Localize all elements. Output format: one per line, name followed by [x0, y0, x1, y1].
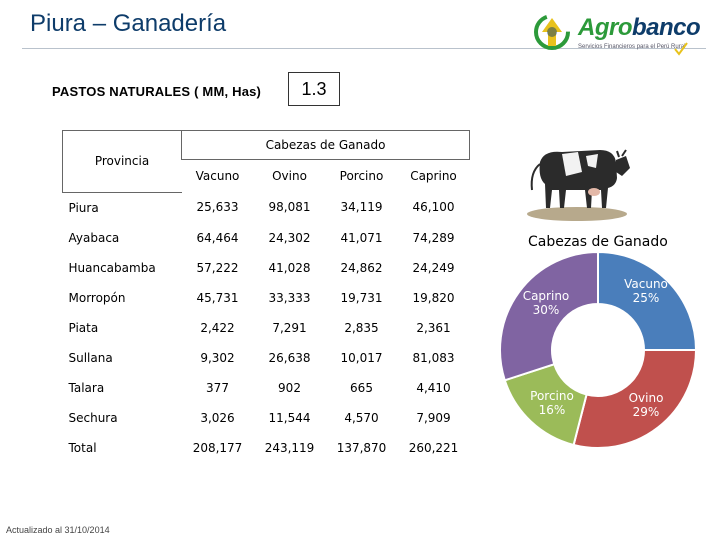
logo-text: Agrobanco — [578, 14, 701, 42]
slice-label: Porcino — [530, 389, 574, 403]
value-cell: 11,544 — [268, 410, 311, 425]
donut-slice-ovino — [572, 349, 698, 449]
slice-label: Ovino — [629, 391, 664, 405]
value-cell: 24,249 — [412, 260, 455, 275]
slice-label: Caprino — [523, 289, 570, 303]
value-cell: 7,909 — [416, 410, 451, 425]
value-cell: 4,570 — [344, 410, 379, 425]
province-cell: Morropón — [68, 290, 126, 305]
value-cell: 4,410 — [416, 380, 451, 395]
page-title: Piura – Ganadería — [30, 10, 227, 37]
value-cell: 2,361 — [416, 320, 451, 335]
table-row: Huancabamba 57,222 41,028 24,862 24,249 — [63, 253, 470, 283]
value-cell: 57,222 — [196, 260, 239, 275]
donut-slice-vacuno — [597, 250, 698, 351]
province-cell: Piata — [68, 320, 99, 335]
column-header: Porcino — [339, 169, 384, 183]
value-cell: 64,464 — [196, 230, 239, 245]
value-cell: 26,638 — [268, 350, 311, 365]
value-cell: 377 — [206, 380, 229, 395]
value-cell: 3,026 — [200, 410, 235, 425]
value-cell: 208,177 — [192, 440, 243, 455]
table-row: Talara 377 902 665 4,410 — [63, 373, 470, 403]
logo-emblem-icon — [534, 14, 570, 50]
province-cell: Ayabaca — [68, 230, 120, 245]
province-cell: Sechura — [68, 410, 118, 425]
table-row: Sechura 3,026 11,544 4,570 7,909 — [63, 403, 470, 433]
value-cell: 7,291 — [272, 320, 307, 335]
slice-percent-label: 30% — [533, 303, 560, 317]
group-header: Cabezas de Ganado — [181, 130, 470, 160]
value-cell: 41,071 — [340, 230, 383, 245]
table-row: Ayabaca 64,464 24,302 41,071 74,289 — [63, 223, 470, 253]
table-row: Piura 25,633 98,081 34,119 46,100 — [63, 192, 470, 223]
column-header: Vacuno — [195, 169, 240, 183]
value-cell: 41,028 — [268, 260, 311, 275]
agrobanco-logo: Agrobanco Servicios Financieros para el … — [532, 8, 701, 60]
province-cell: Total — [68, 440, 97, 455]
slice-percent-label: 25% — [633, 291, 660, 305]
province-cell: Huancabamba — [68, 260, 156, 275]
value-cell: 9,302 — [200, 350, 235, 365]
slice-percent-label: 16% — [539, 403, 566, 417]
value-cell: 2,422 — [200, 320, 235, 335]
footnote: Actualizado al 31/10/2014 — [6, 525, 110, 535]
column-header: Ovino — [272, 169, 307, 183]
donut-slice-caprino — [499, 250, 599, 382]
value-cell: 243,119 — [264, 440, 315, 455]
value-cell: 19,820 — [412, 290, 455, 305]
logo-text-green: Agro — [578, 14, 633, 41]
value-cell: 665 — [350, 380, 373, 395]
logo-text-blue: banco — [632, 14, 701, 41]
table-row: Piata 2,422 7,291 2,835 2,361 — [63, 313, 470, 343]
value-cell: 98,081 — [268, 200, 311, 215]
logo-tagline: Servicios Financieros para el Perú Rural — [578, 44, 686, 50]
value-cell: 10,017 — [340, 350, 383, 365]
value-cell: 2,835 — [344, 320, 379, 335]
value-cell: 137,870 — [336, 440, 387, 455]
value-cell: 74,289 — [412, 230, 455, 245]
table-row: Morropón 45,731 33,333 19,731 19,820 — [63, 283, 470, 313]
value-cell: 902 — [278, 380, 301, 395]
pastos-label: PASTOS NATURALES ( MM, Has) — [52, 84, 262, 99]
value-cell: 19,731 — [340, 290, 383, 305]
cow-illustration-icon — [527, 149, 630, 221]
table-row-total: Total 208,177 243,119 137,870 260,221 — [63, 433, 470, 463]
value-cell: 24,302 — [268, 230, 311, 245]
value-cell: 24,862 — [340, 260, 383, 275]
table-row: Sullana 9,302 26,638 10,017 81,083 — [63, 343, 470, 373]
checkmark-icon — [674, 42, 688, 56]
province-header: Provincia — [62, 130, 182, 193]
slice-percent-label: 29% — [633, 405, 660, 419]
value-cell: 33,333 — [268, 290, 311, 305]
value-cell: 46,100 — [412, 200, 455, 215]
chart-title: Cabezas de Ganado — [528, 234, 668, 250]
province-cell: Talara — [68, 380, 105, 395]
value-cell: 34,119 — [340, 200, 383, 215]
value-cell: 45,731 — [196, 290, 239, 305]
value-cell: 81,083 — [412, 350, 455, 365]
title-bar: Piura – Ganadería — [22, 0, 706, 49]
value-cell: 260,221 — [408, 440, 459, 455]
column-header: Caprino — [410, 169, 457, 183]
province-cell: Sullana — [68, 350, 113, 365]
pastos-value: 1.3 — [288, 72, 340, 106]
slice-label: Vacuno — [624, 277, 668, 291]
ganado-table: Provincia Cabezas de Ganado Vacuno Ovino… — [62, 130, 470, 463]
value-cell: 25,633 — [196, 200, 239, 215]
province-cell: Piura — [68, 200, 99, 215]
